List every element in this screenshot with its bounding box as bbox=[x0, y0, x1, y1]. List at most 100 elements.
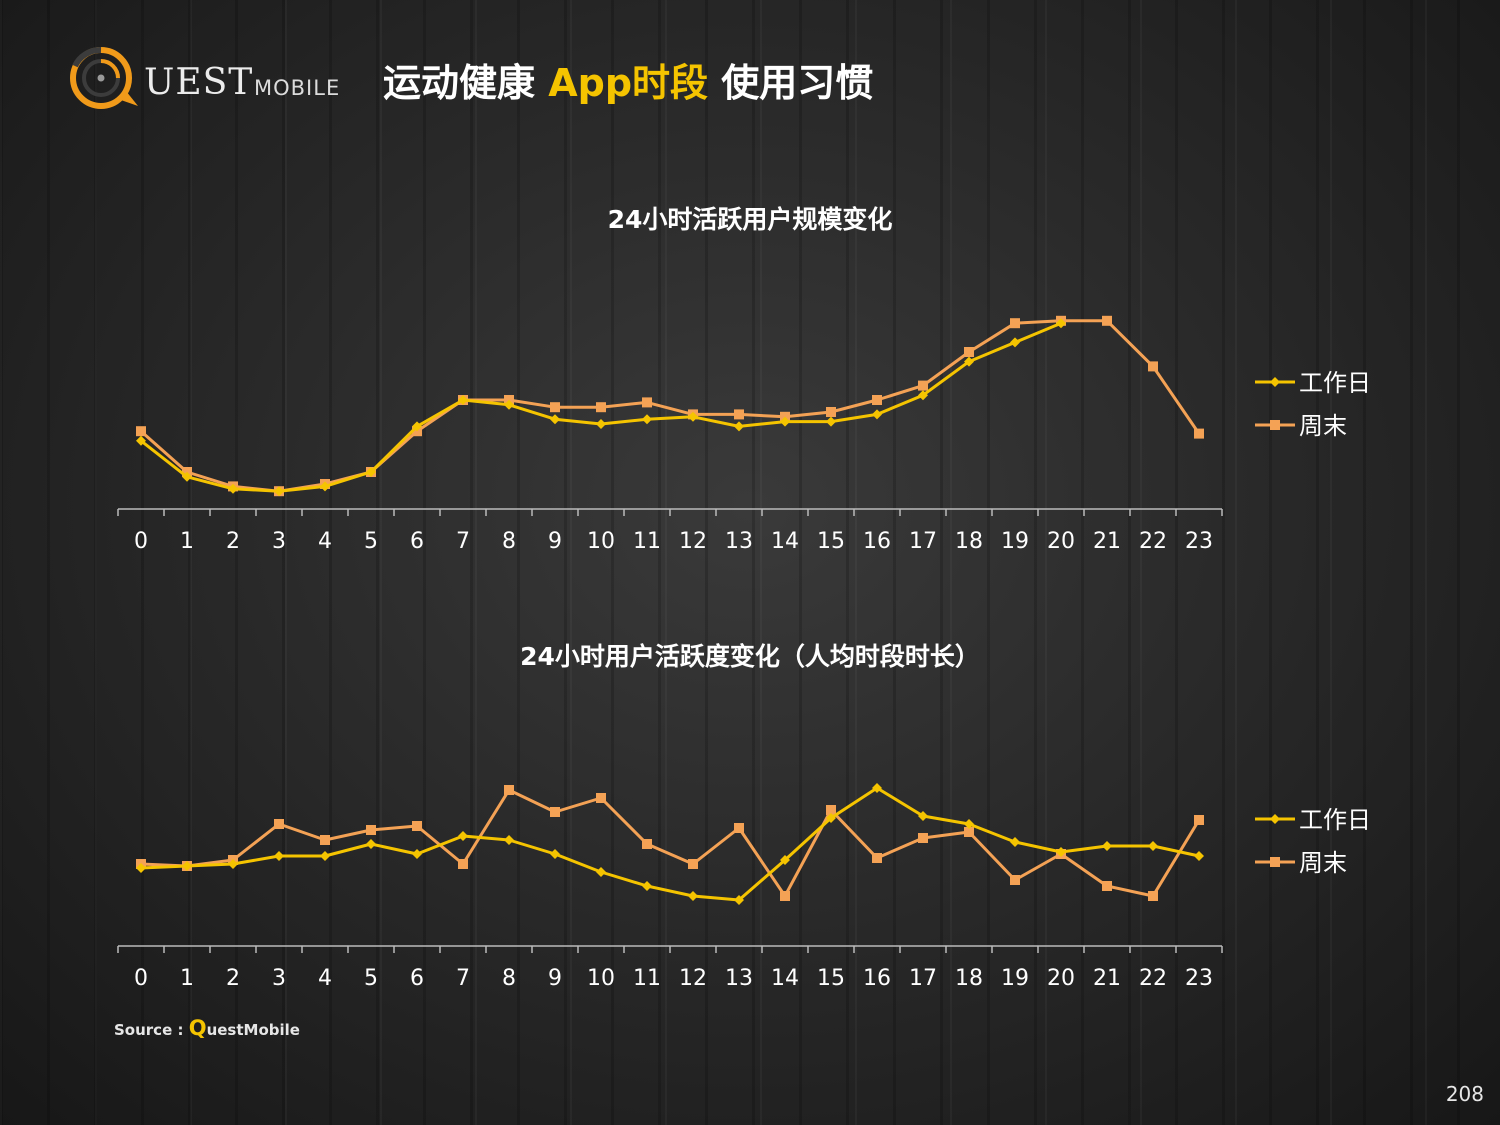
chart1-x-tick-label: 0 bbox=[134, 529, 148, 554]
chart2-data-point bbox=[642, 881, 652, 891]
chart1-data-point bbox=[596, 419, 606, 429]
chart2-data-point bbox=[1148, 841, 1158, 851]
chart2-data-point bbox=[872, 783, 882, 793]
chart1-data-point bbox=[872, 395, 882, 405]
chart1-data-point bbox=[366, 467, 376, 477]
chart1-data-point bbox=[734, 421, 744, 432]
chart1-legend-item: 工作日 bbox=[1255, 369, 1371, 397]
chart1-data-point bbox=[918, 380, 928, 391]
chart2-data-point bbox=[1010, 837, 1020, 847]
chart2-x-tick-label: 2 bbox=[226, 966, 240, 991]
chart2-data-point bbox=[1102, 841, 1112, 851]
chart2-data-point bbox=[1102, 881, 1112, 891]
chart1-data-point bbox=[596, 402, 606, 413]
logo-subtext: MOBILE bbox=[254, 76, 341, 100]
page-title-part1: 运动健康 bbox=[383, 61, 549, 105]
chart1-x-tick-label: 5 bbox=[364, 529, 378, 554]
chart1-legend-label: 周末 bbox=[1299, 412, 1347, 440]
source-q: Q bbox=[188, 1016, 207, 1040]
chart2-data-point bbox=[1056, 847, 1066, 857]
chart1-data-point bbox=[1194, 428, 1204, 439]
chart1-data-point bbox=[964, 347, 974, 357]
chart1-data-point bbox=[504, 399, 514, 410]
chart1-line-chart: 0 1 2 3 4 5 6 7 8 9 10 11 12 13 14 15 16 17 18 19 20 21 22 23工作… bbox=[117, 315, 1371, 554]
chart2-data-point bbox=[366, 825, 376, 835]
chart2-series-line bbox=[140, 788, 1201, 898]
chart2-x-tick-label: 23 bbox=[1185, 966, 1213, 991]
chart1-series-line bbox=[140, 319, 1201, 493]
chart2-data-point bbox=[688, 859, 698, 869]
chart2-x-tick-label: 6 bbox=[410, 966, 424, 991]
chart2-legend-label: 工作日 bbox=[1299, 806, 1371, 834]
chart2-x-tick-label: 12 bbox=[679, 966, 707, 991]
chart2-legend-label: 周末 bbox=[1299, 849, 1347, 877]
chart2-data-point bbox=[320, 835, 330, 845]
chart2-x-tick-label: 19 bbox=[1001, 966, 1029, 991]
chart2-data-point bbox=[1010, 875, 1020, 885]
chart1-legend-marker bbox=[1270, 377, 1280, 387]
chart1-x-tick-label: 22 bbox=[1139, 529, 1167, 554]
chart2-legend-marker bbox=[1270, 814, 1280, 824]
chart1-x-tick-label: 9 bbox=[548, 529, 562, 554]
chart2-x-tick-label: 1 bbox=[180, 966, 194, 991]
chart1-data-point bbox=[826, 407, 836, 417]
chart2-legend-marker bbox=[1270, 857, 1280, 867]
chart1-x-tick-label: 2 bbox=[226, 529, 240, 554]
chart2-data-point bbox=[504, 785, 514, 795]
source-prefix: Source : bbox=[114, 1021, 189, 1039]
chart1-data-point bbox=[136, 435, 146, 446]
page-title-part2: App时段 bbox=[548, 61, 709, 105]
chart1-data-point bbox=[1056, 318, 1066, 329]
questmobile-logo: UEST MOBILE bbox=[66, 44, 346, 114]
chart2-data-point bbox=[596, 867, 606, 877]
chart1-x-tick-label: 15 bbox=[817, 529, 845, 554]
chart1-data-point bbox=[550, 414, 560, 425]
chart2-data-point bbox=[228, 859, 238, 869]
chart2-data-point bbox=[734, 823, 744, 833]
page-title-part3: 使用习惯 bbox=[708, 61, 874, 105]
chart2-x-tick-label: 13 bbox=[725, 966, 753, 991]
chart2-data-point bbox=[780, 891, 790, 901]
chart2-x-tick-label: 17 bbox=[909, 966, 937, 991]
chart2-data-point bbox=[504, 835, 514, 845]
chart1-x-tick-label: 16 bbox=[863, 529, 891, 554]
chart2-data-point bbox=[964, 819, 974, 829]
chart2-x-tick-label: 21 bbox=[1093, 966, 1121, 991]
chart2-data-point bbox=[1148, 891, 1158, 901]
chart1-data-point bbox=[1010, 318, 1020, 329]
chart1-data-point bbox=[918, 390, 928, 401]
chart1-title: 24小时活跃用户规模变化 bbox=[607, 205, 893, 234]
chart1-x-tick-label: 10 bbox=[587, 529, 615, 554]
chart2-data-point bbox=[1194, 851, 1204, 861]
chart2-legend-item: 周末 bbox=[1255, 849, 1347, 877]
chart2-x-tick-label: 15 bbox=[817, 966, 845, 991]
logo-text: UEST bbox=[144, 62, 254, 103]
chart2-x-tick-label: 7 bbox=[456, 966, 470, 991]
chart2-x-tick-label: 18 bbox=[955, 966, 983, 991]
chart2-data-point bbox=[274, 851, 284, 861]
chart1-x-tick-label: 23 bbox=[1185, 529, 1213, 554]
chart1-data-point bbox=[550, 402, 560, 413]
chart1-data-point bbox=[642, 397, 652, 408]
chart2-data-point bbox=[918, 811, 928, 821]
chart1-x-tick-label: 1 bbox=[180, 529, 194, 554]
logo-q-ring-icon bbox=[70, 47, 138, 109]
chart2-data-point bbox=[688, 891, 698, 901]
chart1-x-tick-label: 18 bbox=[955, 529, 983, 554]
chart1-data-point bbox=[136, 426, 146, 437]
chart1-x-tick-label: 8 bbox=[502, 529, 516, 554]
chart2-data-point bbox=[1194, 815, 1204, 825]
chart2-x-tick-label: 14 bbox=[771, 966, 799, 991]
chart2-data-point bbox=[642, 839, 652, 849]
chart2-data-point bbox=[780, 855, 790, 865]
chart1-x-tick-label: 11 bbox=[633, 529, 661, 554]
chart2-x-tick-label: 22 bbox=[1139, 966, 1167, 991]
chart1-data-point bbox=[964, 356, 974, 367]
chart2-x-tick-label: 16 bbox=[863, 966, 891, 991]
chart1-data-point bbox=[1010, 337, 1020, 348]
chart1-data-point bbox=[642, 414, 652, 425]
chart1-data-point bbox=[228, 483, 238, 494]
chart2-data-point bbox=[918, 833, 928, 843]
chart2-data-point bbox=[734, 895, 744, 905]
chart2-data-point bbox=[872, 853, 882, 863]
